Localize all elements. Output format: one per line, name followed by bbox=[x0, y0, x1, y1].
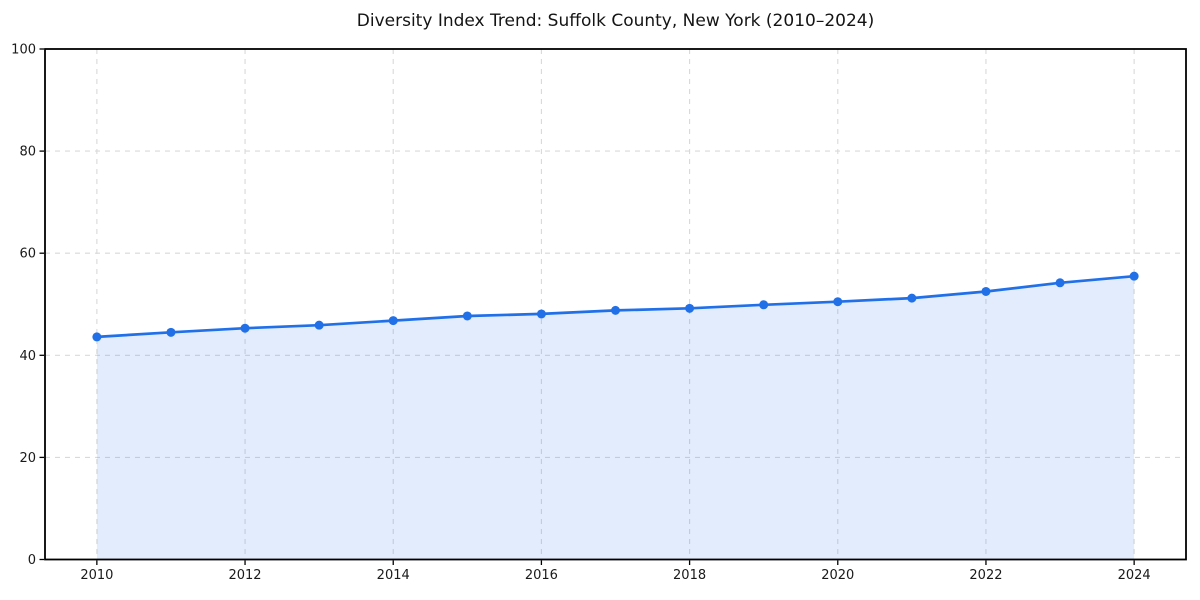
data-point bbox=[92, 332, 102, 342]
data-point bbox=[759, 300, 769, 310]
area-fill bbox=[96, 276, 1135, 560]
x-tick-label: 2012 bbox=[228, 568, 261, 583]
y-tick-label: 20 bbox=[19, 451, 36, 466]
data-point bbox=[907, 293, 917, 303]
data-point bbox=[388, 316, 398, 326]
x-tick-label: 2016 bbox=[525, 568, 558, 583]
data-point bbox=[981, 286, 991, 296]
y-tick-label: 80 bbox=[19, 145, 36, 160]
y-tick-label: 0 bbox=[28, 553, 36, 568]
data-point bbox=[314, 320, 324, 330]
x-tick-label: 2024 bbox=[1118, 568, 1151, 583]
x-tick-label: 2018 bbox=[673, 568, 706, 583]
data-point bbox=[1129, 271, 1139, 281]
data-point bbox=[240, 323, 250, 333]
y-tick-label: 40 bbox=[19, 349, 36, 364]
data-point bbox=[685, 303, 695, 313]
x-tick-label: 2020 bbox=[821, 568, 854, 583]
data-point bbox=[611, 305, 620, 315]
data-point bbox=[833, 297, 843, 307]
data-point bbox=[166, 327, 176, 337]
plot-frame bbox=[44, 48, 1187, 561]
x-tick-label: 2014 bbox=[377, 568, 410, 583]
chart-title: Diversity Index Trend: Suffolk County, N… bbox=[356, 11, 875, 31]
data-point bbox=[462, 311, 472, 321]
y-tick-label: 60 bbox=[19, 247, 36, 262]
x-tick-label: 2022 bbox=[969, 568, 1002, 583]
data-point bbox=[536, 309, 546, 319]
y-tick-label: 100 bbox=[11, 43, 36, 58]
x-tick-label: 2010 bbox=[80, 568, 113, 583]
data-point bbox=[1055, 278, 1065, 288]
